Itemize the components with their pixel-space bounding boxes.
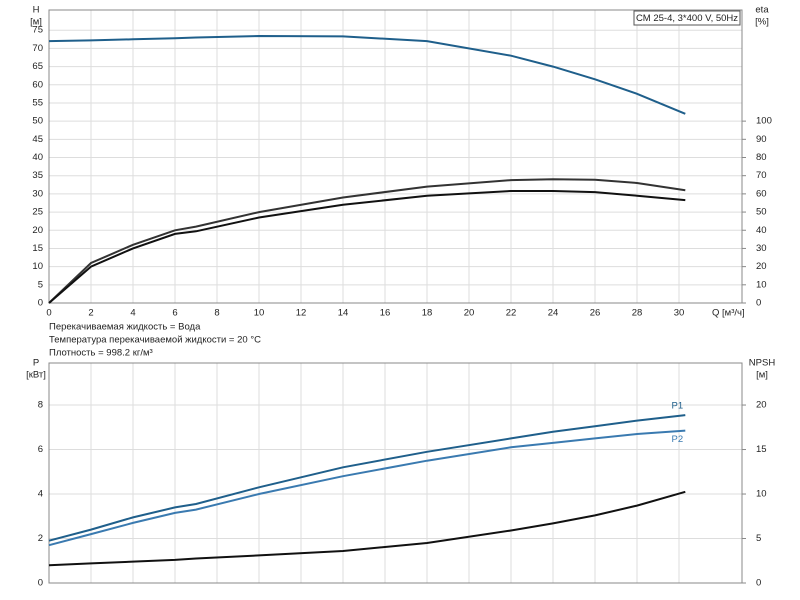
y-tick-label: 6 [38, 444, 43, 455]
y-tick-label: 2 [38, 533, 43, 544]
y2-tick-label: 100 [756, 116, 772, 127]
y2-tick-label: 60 [756, 188, 767, 199]
y2-tick-label: 20 [756, 400, 767, 411]
x-tick-label: 14 [338, 308, 349, 319]
y2-tick-label: 10 [756, 279, 767, 290]
curve [48, 190, 686, 304]
curve-label: P2 [671, 434, 683, 445]
y2-tick-label: 15 [756, 444, 767, 455]
chart-title: CM 25-4, 3*400 V, 50Hz [636, 13, 738, 24]
x-tick-label: 0 [46, 308, 51, 319]
x-tick-label: 4 [130, 308, 135, 319]
x-tick-label: 22 [506, 308, 517, 319]
y2-tick-label: 50 [756, 207, 767, 218]
y-tick-label: 4 [38, 489, 43, 500]
curve [48, 490, 686, 567]
y2-axis-unit: [м] [756, 370, 768, 381]
y-axis-label: H [33, 5, 40, 16]
y2-tick-label: 0 [756, 578, 761, 589]
x-tick-label: 20 [464, 308, 475, 319]
curve [48, 178, 686, 304]
x-tick-label: 18 [422, 308, 433, 319]
x-tick-label: 26 [590, 308, 601, 319]
y2-tick-label: 30 [756, 243, 767, 254]
x-tick-label: 30 [674, 308, 685, 319]
x-tick-label: 12 [296, 308, 307, 319]
y-tick-label: 60 [32, 79, 43, 90]
x-tick-label: 2 [88, 308, 93, 319]
x-tick-label: 8 [214, 308, 219, 319]
y2-tick-label: 20 [756, 261, 767, 272]
y-axis-unit: [м] [30, 17, 42, 28]
y-tick-label: 0 [38, 578, 43, 589]
title-box [633, 10, 741, 26]
y-tick-label: 25 [32, 207, 43, 218]
y2-tick-label: 70 [756, 170, 767, 181]
y-tick-label: 50 [32, 116, 43, 127]
x-tick-label: 6 [172, 308, 177, 319]
y2-axis-label: NPSH [749, 358, 776, 369]
fluid-note: Плотность = 998.2 кг/м³ [49, 348, 153, 359]
y-tick-label: 30 [32, 188, 43, 199]
fluid-note: Перекачиваемая жидкость = Вода [49, 322, 201, 333]
curve [48, 429, 686, 547]
curve [48, 34, 686, 115]
y-tick-label: 70 [32, 43, 43, 54]
y2-tick-label: 90 [756, 134, 767, 145]
x-tick-label: 10 [254, 308, 265, 319]
plot-frame [48, 362, 743, 584]
y2-tick-label: 10 [756, 489, 767, 500]
x-tick-label: 16 [380, 308, 391, 319]
y-axis-unit: [кВт] [26, 370, 46, 381]
y-tick-label: 35 [32, 170, 43, 181]
y-tick-label: 0 [38, 298, 43, 309]
y-tick-label: 15 [32, 243, 43, 254]
fluid-note: Температура перекачиваемой жидкости = 20… [49, 335, 261, 346]
x-axis-label: Q [м³/ч] [712, 308, 745, 319]
y2-tick-label: 80 [756, 152, 767, 163]
y-tick-label: 20 [32, 225, 43, 236]
y2-tick-label: 0 [756, 298, 761, 309]
y-tick-label: 45 [32, 134, 43, 145]
y-tick-label: 5 [38, 279, 43, 290]
y2-tick-label: 5 [756, 533, 761, 544]
curve-label: P1 [671, 401, 683, 412]
y-tick-label: 40 [32, 152, 43, 163]
y-axis-label: P [33, 358, 39, 369]
y-tick-label: 8 [38, 400, 43, 411]
y2-tick-label: 40 [756, 225, 767, 236]
y-tick-label: 75 [32, 25, 43, 36]
y-tick-label: 55 [32, 97, 43, 108]
y2-axis-label: eta [755, 5, 769, 16]
y-tick-label: 10 [32, 261, 43, 272]
x-tick-label: 24 [548, 308, 559, 319]
y-tick-label: 65 [32, 61, 43, 72]
y2-axis-unit: [%] [755, 17, 769, 28]
plot-frame [48, 9, 743, 304]
curve [48, 414, 686, 542]
x-tick-label: 28 [632, 308, 643, 319]
